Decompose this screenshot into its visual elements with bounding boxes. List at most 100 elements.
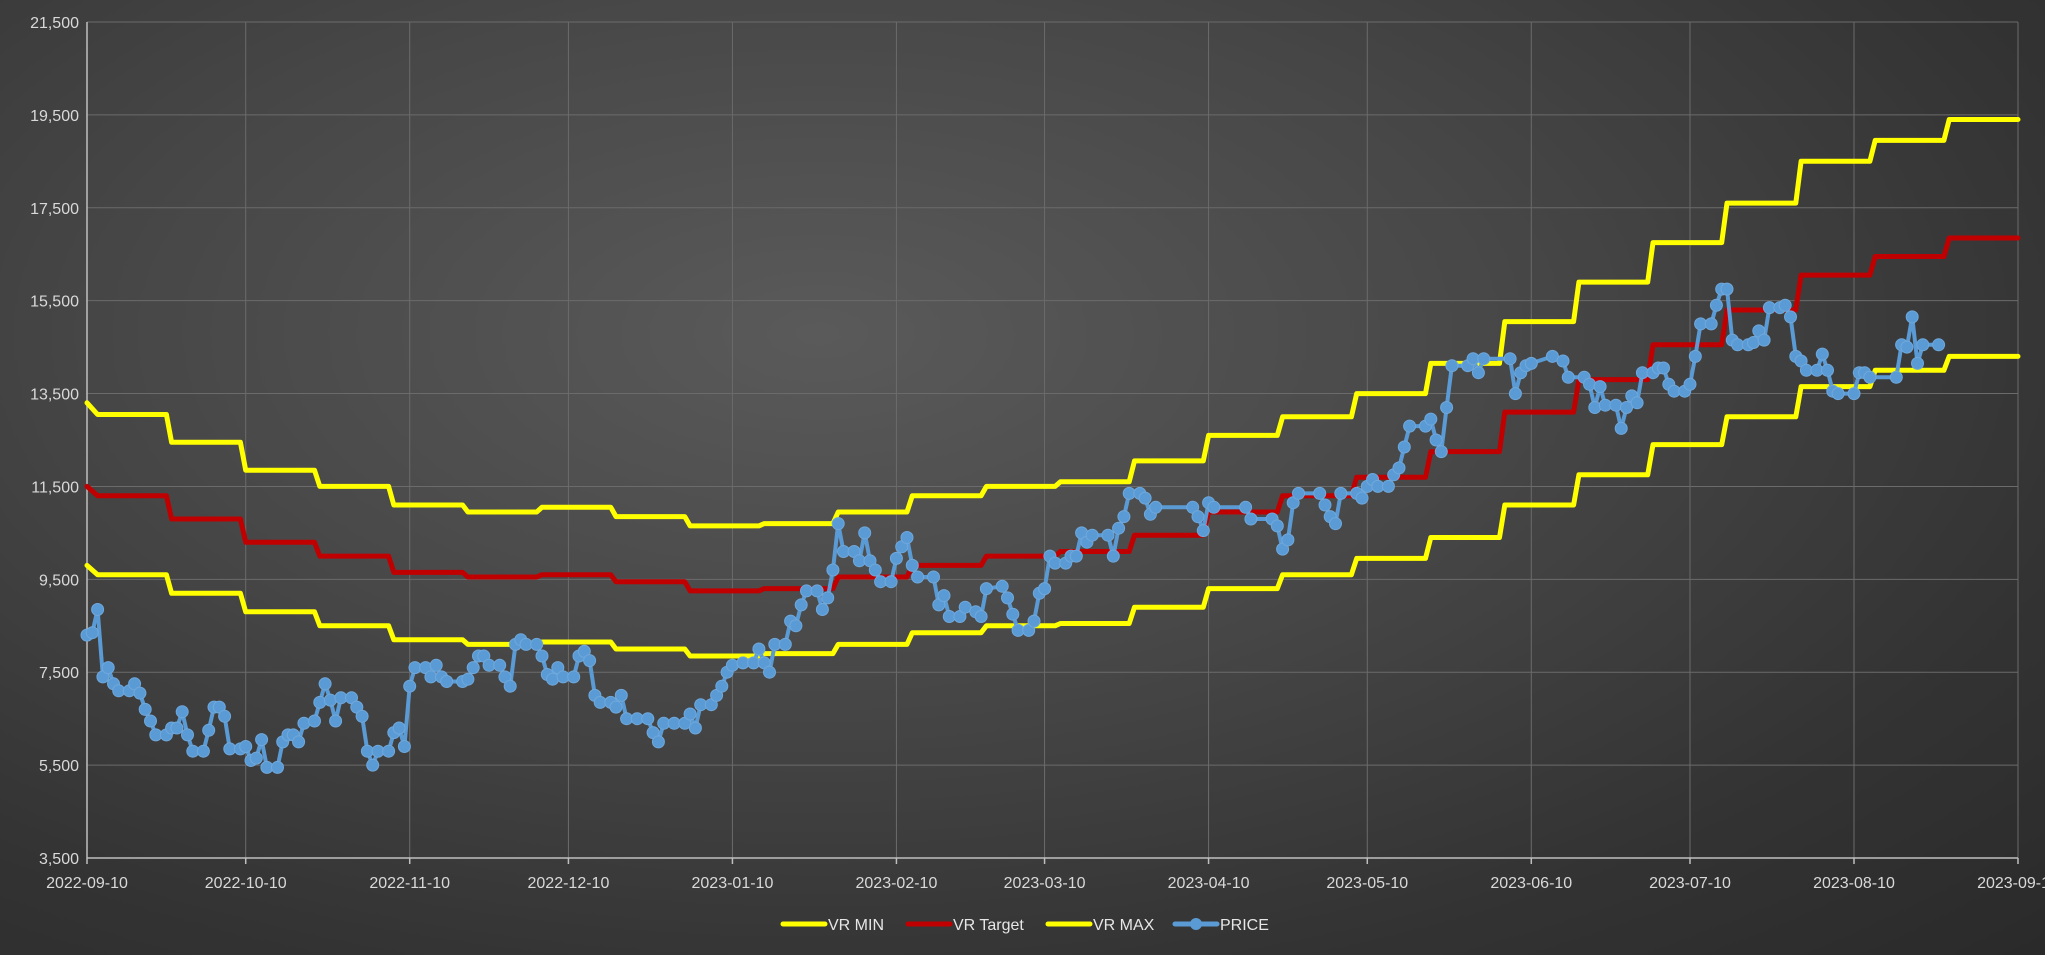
- price-point: [1069, 549, 1083, 563]
- price-point: [1429, 433, 1443, 447]
- price-point: [778, 637, 792, 651]
- x-tick-label: 2023-01-10: [692, 875, 774, 892]
- price-point: [567, 670, 581, 684]
- price-point: [355, 709, 369, 723]
- price-point: [752, 642, 766, 656]
- y-axis: 3,500 5,500 7,500 9,500 11,500 13,500 15,500 17…: [30, 15, 79, 868]
- x-tick-label: 2023-08-10: [1813, 875, 1895, 892]
- price-point: [1281, 533, 1295, 547]
- price-point: [493, 658, 507, 672]
- price-point: [1757, 333, 1771, 347]
- series-line-price: [85, 287, 1941, 770]
- price-point: [821, 591, 835, 605]
- price-point: [249, 751, 263, 765]
- x-tick-label: 2023-06-10: [1490, 875, 1572, 892]
- price-point: [1106, 549, 1120, 563]
- price-point: [1403, 419, 1417, 433]
- plot-area: [80, 117, 2021, 774]
- price-point: [1138, 491, 1152, 505]
- price-point: [1889, 370, 1903, 384]
- price-point: [1688, 349, 1702, 363]
- price-point: [868, 563, 882, 577]
- x-tick-label: 2022-10-10: [205, 875, 287, 892]
- x-tick-label: 2023-02-10: [856, 875, 938, 892]
- price-point: [1038, 582, 1052, 596]
- legend-marker: [1190, 918, 1202, 930]
- price-point: [583, 654, 597, 668]
- price-point: [546, 672, 560, 686]
- price-point: [1244, 512, 1258, 526]
- y-tick-label: 9,500: [39, 572, 79, 589]
- price-point: [1720, 282, 1734, 296]
- price-point: [889, 551, 903, 565]
- price-point: [1440, 401, 1454, 414]
- price-point: [1905, 310, 1919, 324]
- price-point: [382, 744, 396, 758]
- price-point: [1503, 352, 1517, 366]
- price-point: [1445, 359, 1459, 373]
- price-point: [614, 688, 628, 702]
- price-point: [323, 693, 337, 707]
- price-point: [1329, 517, 1342, 531]
- price-point: [1313, 486, 1327, 500]
- price-point: [1392, 461, 1406, 475]
- price-point: [1334, 486, 1348, 500]
- price-point: [688, 721, 702, 735]
- grid: [86, 21, 2019, 859]
- price-point: [366, 758, 380, 772]
- price-point: [1001, 591, 1014, 605]
- price-point: [974, 610, 988, 623]
- price-point: [1704, 317, 1718, 331]
- x-tick-label: 2023-05-10: [1326, 875, 1408, 892]
- price-point: [1424, 412, 1438, 426]
- price-point: [1117, 510, 1131, 524]
- price-point: [905, 558, 919, 572]
- price-point: [297, 716, 311, 730]
- legend-label: VR MAX: [1093, 917, 1155, 934]
- price-point: [794, 598, 808, 612]
- price-point: [308, 714, 321, 728]
- price-point: [1583, 377, 1596, 391]
- price-point: [1831, 387, 1845, 401]
- price-point: [440, 675, 454, 688]
- price-point: [461, 672, 475, 686]
- price-point: [85, 626, 99, 640]
- price-point: [429, 658, 443, 672]
- series-line-vr-min: [84, 353, 2021, 659]
- price-point: [958, 600, 972, 614]
- price-point: [810, 584, 824, 598]
- price-point: [911, 570, 925, 584]
- series-price: [80, 282, 1946, 774]
- price-point: [1292, 486, 1305, 500]
- price-point: [1916, 338, 1930, 352]
- legend-item-vr-target: VR Target: [905, 917, 1024, 934]
- y-tick-label: 11,500: [31, 479, 79, 496]
- x-tick-label: 2023-03-10: [1004, 875, 1086, 892]
- y-tick-label: 21,500: [30, 15, 79, 32]
- price-point: [1847, 387, 1861, 401]
- price-point: [403, 679, 417, 693]
- price-point: [466, 661, 480, 675]
- price-point: [318, 677, 332, 691]
- legend-item-vr-min: VR MIN: [780, 917, 884, 934]
- price-point: [1709, 298, 1723, 312]
- y-tick-label: 19,500: [30, 108, 79, 125]
- legend-label: VR Target: [953, 917, 1024, 934]
- price-point: [329, 714, 343, 728]
- legend-item-price: PRICE: [1172, 917, 1269, 934]
- price-point: [1270, 519, 1284, 533]
- price-point: [1085, 528, 1099, 542]
- x-tick-label: 2023-04-10: [1168, 875, 1250, 892]
- price-point: [144, 714, 157, 728]
- price-point: [1815, 347, 1829, 361]
- price-point: [1593, 380, 1607, 394]
- price-point: [1863, 370, 1877, 384]
- price-point: [170, 721, 184, 735]
- x-tick-label: 2022-09-10: [46, 875, 128, 892]
- price-point: [392, 721, 406, 735]
- y-tick-label: 7,500: [39, 665, 79, 682]
- price-point: [1524, 356, 1538, 370]
- price-point: [858, 526, 872, 540]
- price-point: [1620, 401, 1633, 414]
- price-point: [313, 695, 327, 709]
